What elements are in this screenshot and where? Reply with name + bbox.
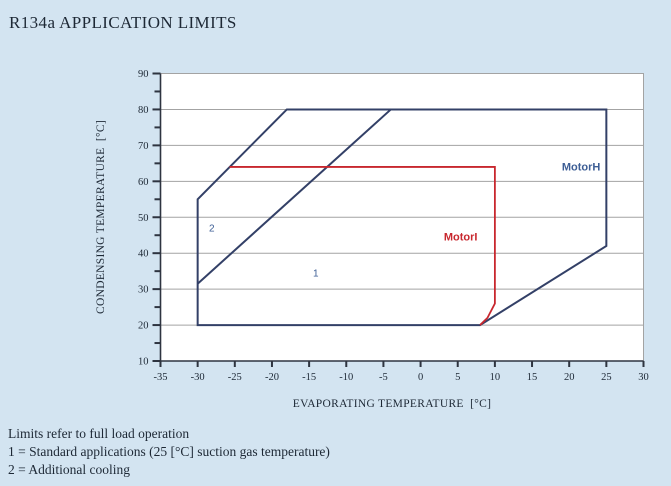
y-tick-label: 80 <box>138 105 149 116</box>
x-tick-label: 15 <box>527 372 538 383</box>
series-motor-i-limit <box>229 166 496 326</box>
annotation-motor-h-label: MotorH <box>562 161 601 173</box>
x-tick-label: 30 <box>638 372 649 383</box>
footer-note-region-1: 1 = Standard applications (25 [°C] sucti… <box>8 444 330 459</box>
x-tick-label: -35 <box>154 372 168 383</box>
y-tick-label: 30 <box>138 285 149 296</box>
y-tick-label: 90 <box>138 69 149 80</box>
y-tick-label: 70 <box>138 141 149 152</box>
y-tick-label: 10 <box>138 357 149 368</box>
x-tick-label: -5 <box>379 372 388 383</box>
x-tick-label: -30 <box>191 372 205 383</box>
x-tick-label: 5 <box>455 372 460 383</box>
page-title: R134a APPLICATION LIMITS <box>9 13 237 32</box>
y-tick-label: 20 <box>138 321 149 332</box>
x-tick-label: -25 <box>228 372 242 383</box>
annotation-region-2-label: 2 <box>209 224 215 235</box>
x-tick-label: -20 <box>265 372 279 383</box>
footer-notes: Limits refer to full load operation 1 = … <box>8 425 330 479</box>
x-tick-label: 20 <box>564 372 575 383</box>
annotation-motor-i-label: MotorI <box>444 232 478 244</box>
x-tick-label: 10 <box>490 372 501 383</box>
y-axis-title: CONDENSING TEMPERATURE [°C] <box>95 120 107 314</box>
footer-note-full-load: Limits refer to full load operation <box>8 426 190 441</box>
footer-note-region-2: 2 = Additional cooling <box>8 462 130 477</box>
y-tick-label: 60 <box>138 177 149 188</box>
x-tick-label: 0 <box>418 372 423 383</box>
series-additional-cooling-boundary <box>196 108 392 285</box>
x-tick-label: -15 <box>302 372 316 383</box>
annotation-region-1-label: 1 <box>313 268 319 279</box>
x-axis-title: EVAPORATING TEMPERATURE [°C] <box>293 398 491 410</box>
x-tick-label: -10 <box>339 372 353 383</box>
y-tick-label: 50 <box>138 213 149 224</box>
x-tick-label: 25 <box>601 372 612 383</box>
y-tick-label: 40 <box>138 249 149 260</box>
